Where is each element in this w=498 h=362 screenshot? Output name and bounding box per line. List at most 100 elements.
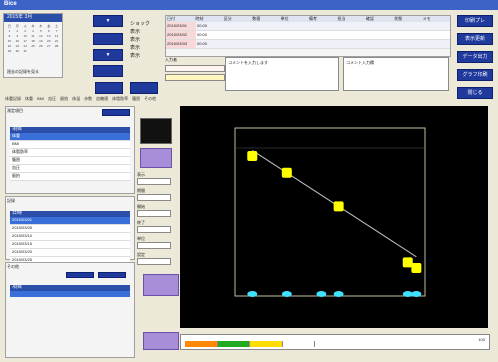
- calendar-footer-check[interactable]: 過去の記録を見る: [7, 69, 39, 74]
- tab-10[interactable]: 腹囲: [132, 96, 141, 101]
- list-item[interactable]: 血圧: [10, 165, 130, 173]
- middle-mauve-button[interactable]: [143, 274, 179, 296]
- calendar-day[interactable]: 18: [31, 39, 35, 43]
- calendar-day[interactable]: 21: [54, 39, 59, 43]
- list-item[interactable]: 腹囲: [10, 157, 130, 165]
- list-item[interactable]: 2015/03/10: [10, 233, 130, 241]
- panel-3-button-a[interactable]: [66, 272, 94, 278]
- calendar-day[interactable]: 16: [15, 39, 19, 43]
- calendar-day[interactable]: 20: [47, 39, 51, 43]
- tab-8[interactable]: 血糖値: [96, 96, 109, 101]
- right-button-4[interactable]: グラフ印刷: [457, 69, 493, 81]
- list-item[interactable]: 2015/03/15: [10, 241, 130, 249]
- option-item[interactable]: 表示: [130, 29, 141, 35]
- tab-4[interactable]: 血圧: [48, 96, 57, 101]
- calendar-day[interactable]: 8: [8, 34, 11, 38]
- right-button-1[interactable]: 印刷プレ: [457, 15, 493, 27]
- calendar-day[interactable]: 25: [31, 44, 35, 48]
- table-header-cell[interactable]: 区分: [223, 16, 232, 21]
- middle-bottom-button[interactable]: [143, 332, 179, 350]
- mid-field-input[interactable]: [137, 242, 171, 249]
- option-item[interactable]: 表示: [130, 53, 141, 59]
- table-header-cell[interactable]: メモ: [422, 16, 431, 21]
- calendar-day[interactable]: 24: [23, 44, 27, 48]
- calendar-day[interactable]: 31: [23, 49, 27, 53]
- table-row-selected[interactable]: [10, 291, 130, 297]
- calendar-day[interactable]: 4: [32, 29, 34, 33]
- calendar-day[interactable]: 9: [16, 34, 19, 38]
- calendar-day[interactable]: 19: [39, 39, 43, 43]
- calendar-day[interactable]: 28: [54, 44, 59, 48]
- action-button-5[interactable]: [95, 82, 123, 94]
- right-button-5[interactable]: 閉じる: [457, 87, 493, 99]
- calendar-day[interactable]: 3: [24, 29, 26, 33]
- calendar-day[interactable]: 7: [55, 29, 58, 33]
- calendar-day[interactable]: 30: [15, 49, 19, 53]
- mid-field-input[interactable]: [137, 210, 171, 217]
- memo-input-2[interactable]: [165, 74, 225, 81]
- option-button-4[interactable]: [93, 65, 123, 77]
- list-item[interactable]: BMI: [10, 141, 130, 149]
- tab-5[interactable]: 脈拍: [60, 96, 69, 101]
- memo-input-1[interactable]: [165, 65, 225, 72]
- calendar-day[interactable]: 1: [8, 29, 11, 33]
- calendar-day[interactable]: 26: [39, 44, 43, 48]
- calendar-day[interactable]: 5: [40, 29, 42, 33]
- mid-field-input[interactable]: [137, 258, 171, 265]
- panel-3-button-b[interactable]: [98, 272, 126, 278]
- list-item[interactable]: 体脂肪率: [10, 149, 130, 157]
- option-button-2[interactable]: [93, 33, 123, 45]
- preview-mauve[interactable]: [140, 148, 172, 168]
- list-item[interactable]: 2015/03/20: [10, 249, 130, 257]
- top-table[interactable]: 日付 時刻 区分 数値 単位 備考 担当 確認 状態 メモ 2015/03/01 00:00 2015…: [165, 15, 451, 57]
- table-header-cell[interactable]: 担当: [337, 16, 346, 21]
- memo-right-area[interactable]: コメント入力欄: [343, 57, 449, 91]
- tab-1[interactable]: 体重記録: [5, 96, 21, 101]
- panel-1-button[interactable]: [102, 109, 130, 116]
- tab-2[interactable]: 体重: [25, 96, 33, 101]
- table-header-cell[interactable]: 状態: [394, 16, 403, 21]
- tab-11[interactable]: その他: [144, 96, 157, 101]
- calendar-day[interactable]: 22: [7, 44, 12, 48]
- calendar-day[interactable]: 17: [23, 39, 27, 43]
- chart-area[interactable]: [180, 106, 488, 328]
- tab-6[interactable]: 体温: [72, 96, 81, 101]
- list-item[interactable]: 2015/03/01: [10, 217, 130, 225]
- table-header-cell[interactable]: 時刻: [195, 16, 204, 21]
- mid-field-input[interactable]: [137, 194, 171, 201]
- table-row[interactable]: 2015/03/02 00:00: [166, 31, 450, 40]
- calendar-grid[interactable]: 日月火水木金土 1 2 3 4 5 6 7 8 9 10 11 12 13 14 15 16 17 18 19 20 21…: [4, 22, 62, 55]
- calendar-day[interactable]: 23: [15, 44, 19, 48]
- action-button-6[interactable]: [130, 82, 158, 94]
- calendar-day[interactable]: 2: [16, 29, 19, 33]
- table-row[interactable]: 2015/03/01 00:00: [166, 22, 450, 31]
- table-header-cell[interactable]: 単位: [280, 16, 289, 21]
- right-button-2[interactable]: 表示更新: [457, 33, 493, 45]
- table-row[interactable]: 2015/03/03 00:00: [166, 40, 450, 49]
- calendar-day[interactable]: 10: [23, 34, 27, 38]
- calendar-day[interactable]: 11: [31, 34, 35, 38]
- tab-7[interactable]: 歩数: [84, 96, 93, 101]
- calendar-day[interactable]: 14: [54, 34, 59, 38]
- option-item[interactable]: ショック: [130, 21, 151, 27]
- mid-field-input[interactable]: [137, 178, 171, 185]
- table-header-cell[interactable]: 数値: [252, 16, 261, 21]
- option-item[interactable]: 表示: [130, 45, 141, 51]
- calendar-day[interactable]: 13: [47, 34, 51, 38]
- list-item[interactable]: 2015/03/05: [10, 225, 130, 233]
- list-item[interactable]: 脈拍: [10, 173, 130, 181]
- mid-field-input[interactable]: [137, 226, 171, 233]
- calendar[interactable]: 2015年 3月 日月火水木金土 1 2 3 4 5 6 7 8 9 10 11 12 13 14 15 16 1…: [3, 13, 63, 78]
- right-button-3[interactable]: データ出力: [457, 51, 493, 63]
- table-header-cell[interactable]: 日付: [167, 16, 175, 21]
- table-header-cell[interactable]: 確認: [365, 16, 374, 21]
- calendar-day[interactable]: 15: [7, 39, 12, 43]
- calendar-day[interactable]: 29: [7, 49, 12, 53]
- calendar-day[interactable]: 6: [47, 29, 50, 33]
- tab-3[interactable]: BMI: [37, 96, 45, 101]
- calendar-day[interactable]: 12: [39, 34, 43, 38]
- calendar-day[interactable]: 27: [47, 44, 51, 48]
- table-header-cell[interactable]: 備考: [309, 16, 318, 21]
- dropdown-button-1[interactable]: ▼: [93, 15, 123, 27]
- tab-9[interactable]: 体脂肪率: [112, 96, 129, 101]
